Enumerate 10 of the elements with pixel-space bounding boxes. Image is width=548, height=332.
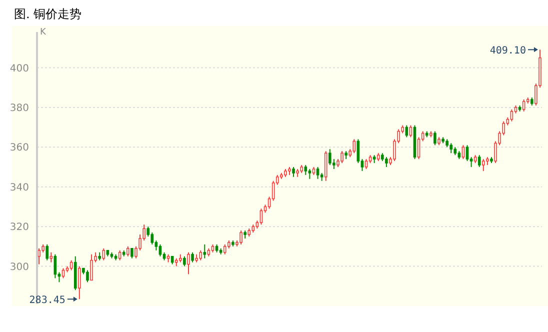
y-tick-label: 300 [10, 262, 29, 273]
y-tick-label: 400 [10, 63, 29, 74]
y-tick-label: 340 [10, 182, 29, 194]
y-tick-label: 380 [10, 102, 29, 114]
annotation: 409.10 [490, 46, 526, 57]
y-tick-label: 360 [10, 142, 29, 154]
y-axis-title: K [40, 27, 47, 38]
y-tick-label: 320 [10, 222, 29, 234]
chart-title: 图. 铜价走势 [14, 6, 82, 23]
annotation: 283.45 [29, 295, 66, 306]
